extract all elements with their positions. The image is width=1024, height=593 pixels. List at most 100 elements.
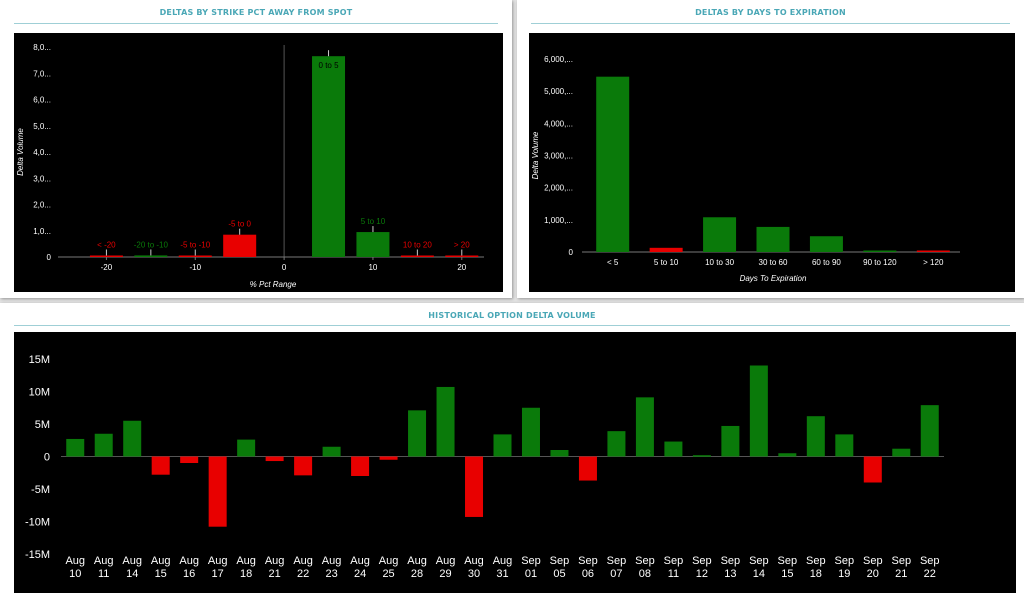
bar — [436, 386, 455, 457]
bar — [312, 56, 346, 257]
x-tick-label: Sep 08 — [635, 555, 655, 580]
bar — [151, 456, 170, 475]
bar — [649, 247, 683, 252]
x-tick-label: Sep 12 — [692, 555, 712, 580]
x-tick-label: Sep 20 — [863, 555, 883, 580]
x-tick-label: 0 — [282, 263, 287, 272]
bar — [208, 456, 227, 527]
y-tick-label: 0 — [569, 248, 574, 257]
bar — [578, 456, 597, 481]
x-tick-label: Aug 18 — [236, 555, 256, 580]
y-tick-label: 6,000,... — [544, 55, 573, 64]
x-tick-label: Aug 23 — [322, 555, 342, 580]
x-tick-label: Sep 01 — [521, 555, 541, 580]
bar — [356, 232, 390, 257]
bar — [635, 397, 654, 457]
x-tick-label: Sep 13 — [721, 555, 741, 580]
y-tick-label: 3,000,... — [544, 152, 573, 161]
days-expiration-plot: 0 1,000,... 2,000,... 3,000,... 4,000,... 5,0… — [529, 33, 1015, 292]
x-tick-label: Sep 21 — [891, 555, 911, 580]
bar — [607, 431, 626, 457]
bar — [749, 365, 768, 457]
historical-chart: -15M -10M -5M 0 5M 10M 15M Aug 10 Aug 11 Aug 14 Aug 15… — [25, 354, 944, 580]
bar — [123, 420, 142, 457]
bar — [521, 407, 540, 457]
x-tick-label: < 5 — [607, 258, 619, 267]
bar — [180, 456, 199, 463]
data-label: -5 to 0 — [228, 220, 251, 229]
historical-panel: HISTORICAL OPTION DELTA VOLUME -15M -10M -… — [0, 303, 1024, 593]
bar — [351, 456, 370, 476]
bar — [493, 434, 512, 457]
bar — [379, 456, 398, 460]
bar — [664, 441, 683, 457]
y-tick-label: -10M — [25, 517, 50, 529]
x-tick-label: 30 to 60 — [759, 258, 788, 267]
y-tick-label: 1,000,... — [544, 216, 573, 225]
x-tick-label: 90 to 120 — [863, 258, 897, 267]
x-axis-title: Days To Expiration — [740, 274, 807, 283]
bar — [692, 455, 711, 457]
x-tick-label: Sep 06 — [578, 555, 598, 580]
y-tick-label: 5,000,... — [544, 87, 573, 96]
bar — [400, 255, 434, 257]
y-tick-label: 5,0... — [33, 122, 51, 131]
x-tick-label: Aug 24 — [350, 555, 370, 580]
x-tick-label: Aug 16 — [179, 555, 199, 580]
x-tick-label: -10 — [189, 263, 201, 272]
y-tick-label: -5M — [31, 484, 50, 496]
x-tick-label: Aug 31 — [493, 555, 513, 580]
x-tick-label: 10 to 30 — [705, 258, 734, 267]
bar — [778, 453, 797, 457]
x-tick-label: Aug 17 — [208, 555, 228, 580]
bar — [445, 255, 479, 257]
strike-pct-plot: 0 1,0... 2,0... 3,0... 4,0... 5,0... 6,0... 7,0… — [14, 33, 503, 292]
y-axis-title: Delta Volume — [16, 128, 25, 176]
bar — [265, 456, 284, 462]
y-tick-label: 3,0... — [33, 174, 51, 183]
y-tick-label: 0 — [47, 253, 52, 262]
bar — [134, 255, 168, 257]
bar — [835, 434, 854, 457]
x-tick-label: Aug 28 — [407, 555, 427, 580]
y-tick-label: 8,0... — [33, 43, 51, 52]
bar — [223, 234, 257, 257]
y-axis-title: Delta Volume — [531, 131, 540, 179]
x-tick-label: Sep 15 — [778, 555, 798, 580]
bar — [94, 433, 113, 457]
x-tick-label: Sep 18 — [806, 555, 826, 580]
bar — [596, 76, 630, 252]
bar — [237, 439, 256, 457]
bar — [916, 250, 950, 252]
data-label: 5 to 10 — [361, 217, 386, 226]
bar — [920, 405, 939, 457]
bar — [294, 456, 313, 476]
y-tick-label: 4,0... — [33, 148, 51, 157]
y-tick-label: 2,0... — [33, 201, 51, 210]
strike-pct-title: DELTAS BY STRIKE PCT AWAY FROM SPOT — [159, 8, 353, 17]
x-tick-label: Sep 07 — [607, 555, 627, 580]
data-label: 0 to 5 — [319, 61, 340, 70]
bar — [756, 226, 790, 252]
y-tick-label: 2,000,... — [544, 184, 573, 193]
x-tick-label: Aug 14 — [122, 555, 142, 580]
days-expiration-chart: 0 1,000,... 2,000,... 3,000,... 4,000,... 5,0… — [531, 55, 960, 283]
days-expiration-panel: DELTAS BY DAYS TO EXPIRATION 0 1,000,... 2… — [517, 0, 1024, 298]
title-divider — [14, 23, 498, 24]
bar — [809, 236, 843, 252]
bar — [721, 425, 740, 457]
y-tick-label: 10M — [29, 387, 50, 399]
x-tick-label: Sep 11 — [664, 555, 684, 580]
x-tick-label: > 120 — [923, 258, 944, 267]
title-divider — [14, 325, 1010, 326]
x-axis-title: % Pct Range — [250, 280, 297, 289]
x-tick-label: Aug 10 — [65, 555, 85, 580]
y-tick-label: 5M — [35, 419, 50, 431]
strike-pct-panel: DELTAS BY STRIKE PCT AWAY FROM SPOT 0 1,0… — [0, 0, 512, 298]
x-tick-label: 20 — [457, 263, 466, 272]
data-label: < -20 — [97, 241, 116, 250]
bar — [806, 416, 825, 457]
x-tick-label: Aug 15 — [151, 555, 171, 580]
bar — [322, 446, 341, 457]
x-tick-label: 10 — [368, 263, 377, 272]
